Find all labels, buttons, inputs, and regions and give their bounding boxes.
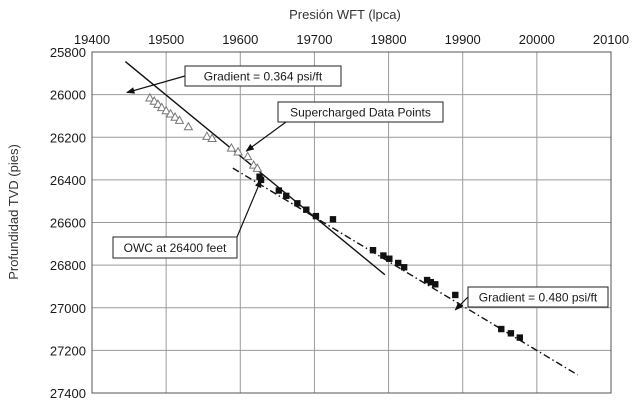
data-point [329,216,337,223]
x-tick-label: 19800 [370,32,406,47]
annotation-box [184,65,342,87]
data-points [144,92,524,341]
tick-labels: 19400 19500 19600 19700 19800 19900 20000 20100… [50,32,629,401]
data-point [380,252,387,259]
x-tick-label: 20000 [519,32,555,47]
supercharged-point [183,121,194,131]
annotation-arrow [236,179,262,238]
data-point [427,278,435,286]
x-tick-label: 19500 [148,32,184,47]
data-point [423,276,431,284]
y-tick-label: 25800 [50,45,86,60]
y-axis-title: Profundidad TVD (pies) [6,144,21,280]
annotation-box [467,286,609,308]
data-point [498,325,505,333]
supercharged-point [144,92,155,102]
data-point [369,247,377,254]
supercharged-point [170,111,180,121]
y-tick-label: 26000 [50,88,86,103]
supercharged-point [242,151,253,161]
x-tick-label: 19600 [222,32,258,47]
x-tick-label: 19700 [296,32,332,47]
annotation-box [277,101,444,123]
y-tick-label: 27200 [50,343,86,358]
supercharged-point [165,108,176,118]
data-point [507,330,515,337]
data-point [386,255,393,262]
supercharged-point [202,131,212,140]
supercharged-point [174,115,185,124]
data-point [432,281,439,288]
data-point [294,200,301,207]
data-point [312,212,320,220]
supercharged-point [161,105,171,115]
supercharged-point [156,102,167,112]
data-point [395,259,402,267]
y-tick-label: 27000 [50,301,86,316]
x-tick-label: 19400 [74,32,110,47]
annotation-label: Gradient = 0.364 psi/ft [204,70,323,84]
data-point [516,334,524,341]
annotations: Gradient = 0.364 psi/ft Supercharged Data… [112,65,609,311]
supercharged-point [207,133,217,143]
data-point [283,192,290,200]
data-point [303,206,310,213]
y-tick-label: 27400 [50,386,86,401]
supercharged-point [233,146,243,156]
gradient-line-0480 [232,167,578,376]
y-tick-label: 26600 [50,216,86,231]
data-point [275,187,283,194]
annotation-label: Gradient = 0.480 psi/ft [479,291,598,305]
y-tick-label: 26200 [50,130,86,145]
annotation-label: Supercharged Data Points [290,106,431,120]
x-tick-label: 20100 [593,32,629,47]
grid-layer [91,51,612,394]
data-point [400,264,408,271]
supercharged-point [226,142,237,152]
plot-frame [91,51,612,394]
annotation-label: OWC at 26400 feet [124,241,227,255]
x-tick-label: 19900 [445,32,481,47]
annotation-box [112,236,238,259]
annotation-arrow [245,121,287,152]
y-tick-label: 26400 [50,173,86,188]
annotation-arrow [126,75,186,94]
annotation-arrow [454,296,469,311]
x-axis-title: Presión WFT (lpca) [289,7,401,22]
data-point [452,291,459,299]
y-tick-label: 26800 [50,258,86,273]
supercharged-point [252,163,263,172]
